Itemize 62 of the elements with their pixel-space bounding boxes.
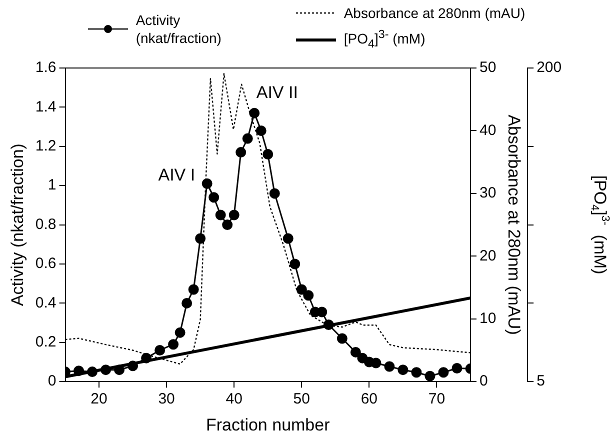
- y2-tick-label: 30: [479, 184, 496, 202]
- y-tick-label: 1: [48, 176, 56, 194]
- point: [262, 148, 274, 160]
- y2-tick-label: 40: [479, 122, 496, 139]
- y3-tick-label: 5: [536, 372, 545, 390]
- point: [249, 108, 260, 118]
- point: [168, 339, 179, 350]
- y-tick-label: 0.8: [35, 216, 56, 233]
- y-tick-label: 0: [48, 372, 56, 390]
- y-tick-label: 0.4: [35, 294, 56, 312]
- annotation: AIV II: [256, 82, 298, 102]
- point: [256, 125, 266, 136]
- point: [398, 364, 408, 376]
- point: [236, 147, 246, 158]
- x-tick-label: 70: [428, 390, 446, 408]
- y2-tick-label: 0: [479, 372, 488, 390]
- y2-tick-label: 10: [479, 310, 496, 328]
- point: [242, 133, 253, 144]
- x-axis-title: Fraction number: [206, 415, 330, 434]
- point: [215, 210, 226, 220]
- x-tick-label: 30: [158, 390, 175, 408]
- point: [424, 370, 436, 382]
- point: [174, 327, 186, 338]
- point: [154, 344, 166, 356]
- y2-tick-label: 50: [479, 59, 496, 76]
- point: [296, 284, 307, 295]
- annotation: AIV I: [158, 165, 196, 184]
- y2-axis-title: Absorbance at 280nm (mAU): [504, 114, 524, 335]
- point: [188, 284, 199, 295]
- point: [336, 333, 348, 344]
- point: [370, 358, 382, 368]
- point: [195, 233, 206, 244]
- legend-label: Activity (nkat/fraction): [136, 10, 222, 47]
- legend-label: [PO$_{4}$]$^{3-}$ (mM): [344, 27, 426, 52]
- y-tick-label: 0.2: [35, 334, 56, 351]
- point: [282, 233, 294, 244]
- y2-tick-label: 20: [479, 247, 496, 264]
- y-tick-label: 1.4: [35, 98, 56, 116]
- y-tick-label: 1.6: [35, 59, 56, 76]
- point: [350, 346, 361, 358]
- point: [290, 258, 300, 270]
- y-tick-label: 1.2: [35, 138, 56, 155]
- point: [411, 367, 422, 378]
- y-axis-title: Activity (nkat/fraction): [8, 144, 27, 306]
- point: [269, 188, 280, 199]
- point: [452, 363, 462, 374]
- x-tick-label: 20: [90, 390, 108, 408]
- y3-tick-label: 200: [536, 59, 562, 76]
- x-tick-label: 40: [226, 390, 242, 408]
- point: [438, 367, 449, 378]
- point: [222, 220, 233, 230]
- legend-label: Absorbance at 280nm (mAU): [344, 4, 526, 22]
- y-tick-label: 0.6: [35, 255, 56, 272]
- point: [384, 361, 395, 372]
- x-tick-label: 50: [293, 390, 310, 408]
- point: [303, 290, 314, 301]
- y3-axis-title: [PO4]3- (mM): [588, 175, 611, 274]
- point: [182, 298, 192, 308]
- point: [202, 178, 212, 189]
- point: [208, 192, 220, 203]
- x-tick-label: 60: [360, 390, 378, 408]
- point: [228, 210, 240, 220]
